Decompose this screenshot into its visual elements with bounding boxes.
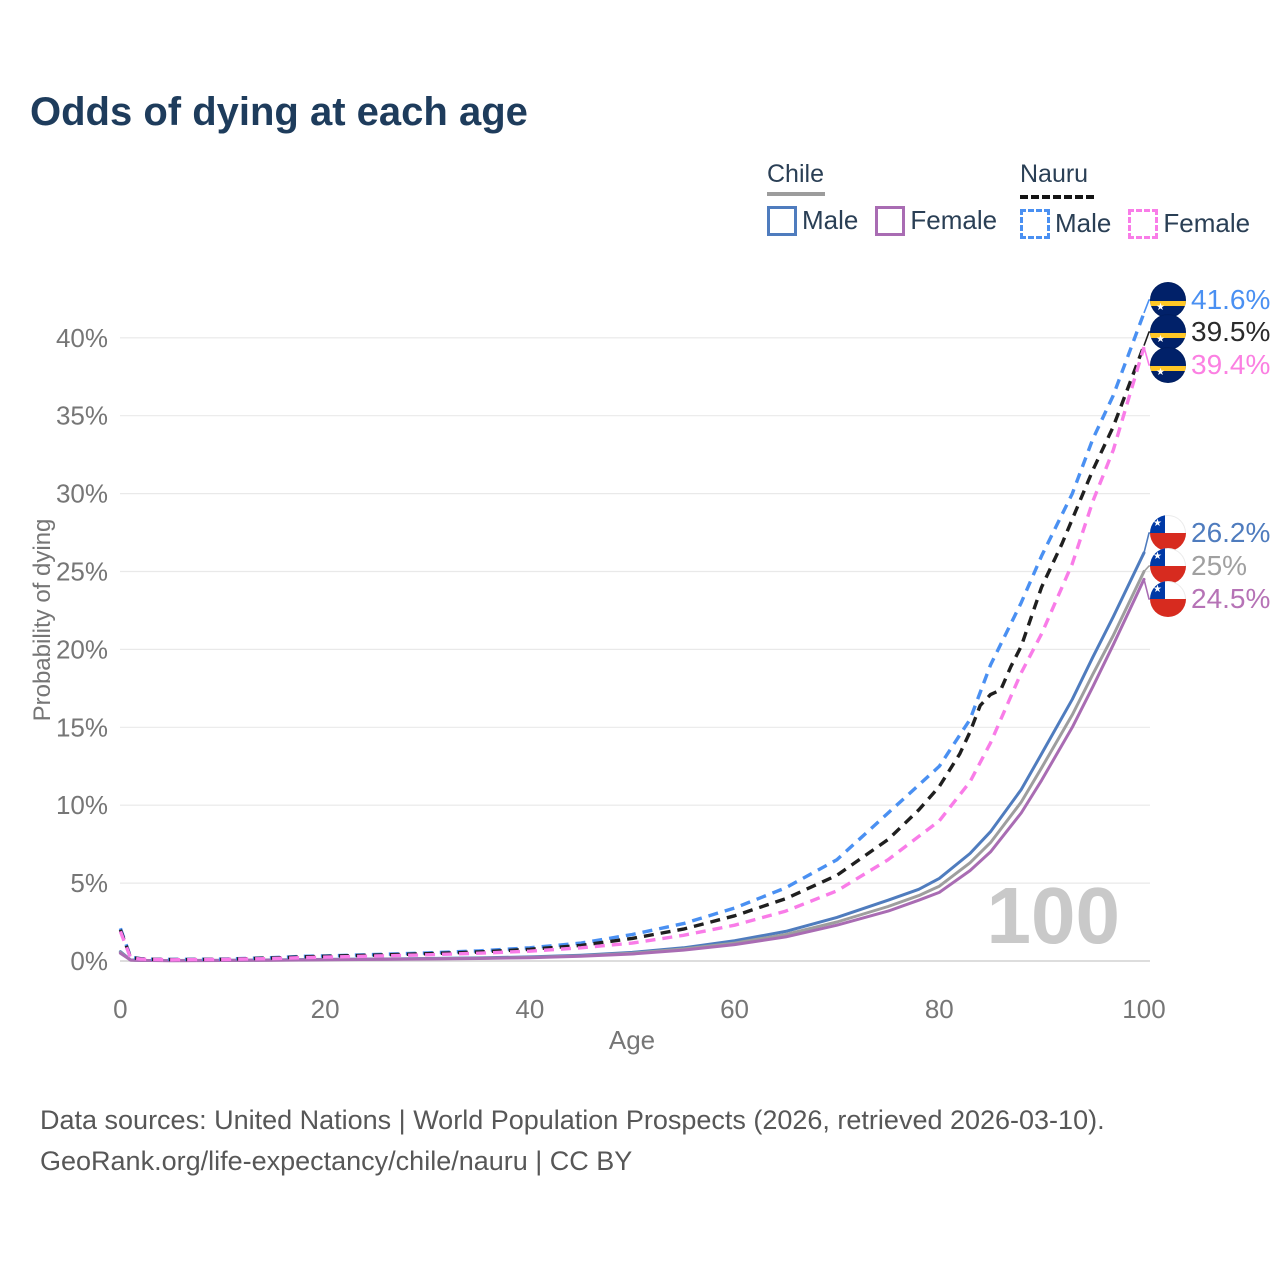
nauru-male-swatch-icon — [1020, 208, 1050, 239]
nauru-female-swatch-icon — [1128, 208, 1159, 239]
legend-entry-nauru-female[interactable]: Female — [1128, 208, 1250, 239]
nauru-flag-icon: ★ — [1150, 314, 1186, 350]
legend-entry-label: Female — [1163, 208, 1251, 238]
page-title: Odds of dying at each age — [30, 90, 528, 134]
chile-flag-icon: ★ — [1150, 548, 1186, 584]
end-label-value: 24.5% — [1191, 583, 1271, 614]
y-tick-label: 5% — [70, 868, 108, 898]
legend-entry-nauru-male[interactable]: Male — [1020, 208, 1111, 239]
footer-link-line: GeoRank.org/life-expectancy/chile/nauru … — [40, 1146, 633, 1176]
end-label-nauru-both: ★ 39.5% — [1150, 314, 1270, 350]
y-tick-label: 15% — [56, 712, 108, 742]
chile-flag-icon: ★ — [1150, 515, 1186, 551]
legend-group-label-nauru: Nauru — [1020, 160, 1089, 188]
footer-source-line: Data sources: United Nations | World Pop… — [40, 1105, 1105, 1135]
x-tick-label: 40 — [515, 994, 544, 1024]
y-tick-label: 40% — [56, 323, 108, 353]
x-tick-label: 60 — [720, 994, 749, 1024]
y-tick-label: 30% — [56, 479, 108, 509]
chile-female-swatch-icon — [875, 205, 906, 236]
chile-male-swatch-icon — [767, 205, 797, 236]
y-tick-label: 10% — [56, 790, 108, 820]
y-tick-label: 25% — [56, 557, 108, 587]
end-label-nauru-male: ★ 41.6% — [1150, 282, 1270, 318]
legend-entry-chile-female[interactable]: Female — [875, 205, 997, 236]
legend-chile-solid-line-sample — [767, 192, 825, 196]
age-watermark: 100 — [987, 871, 1120, 960]
legend-entry-label: Male — [802, 205, 859, 235]
end-label-nauru-female: ★ 39.4% — [1150, 347, 1270, 383]
legend-group-chile: Chile Male Female — [767, 160, 1014, 236]
end-label-chile-male: ★ 26.2% — [1150, 515, 1270, 551]
x-tick-label: 0 — [113, 994, 127, 1024]
nauru-flag-icon: ★ — [1150, 282, 1186, 318]
series-line-nauru-female[interactable] — [118, 346, 1146, 962]
end-label-value: 39.4% — [1191, 349, 1271, 380]
legend-entry-label: Female — [910, 205, 998, 235]
end-label-value: 25% — [1191, 550, 1248, 581]
legend-group-nauru: Nauru Male Female — [1020, 160, 1267, 239]
nauru-flag-icon: ★ — [1150, 347, 1186, 383]
chile-flag-icon: ★ — [1150, 581, 1186, 617]
legend-entry-chile-male[interactable]: Male — [767, 205, 858, 236]
y-tick-label: 0% — [70, 946, 108, 976]
series-line-nauru-both-sexes[interactable] — [118, 344, 1146, 962]
legend-entry-label: Male — [1055, 208, 1112, 238]
legend-entries-nauru: Male Female — [1020, 208, 1267, 239]
end-label-chile-both: ★ 25% — [1150, 548, 1247, 584]
x-tick-label: 80 — [925, 994, 954, 1024]
end-label-chile-female: ★ 24.5% — [1150, 581, 1270, 617]
x-tick-label: 20 — [311, 994, 340, 1024]
end-label-value: 41.6% — [1191, 284, 1271, 315]
y-tick-label: 20% — [56, 634, 108, 664]
y-axis-title: Probability of dying — [29, 518, 56, 722]
y-tick-label: 35% — [56, 401, 108, 431]
series-line-nauru-male[interactable] — [118, 312, 1146, 962]
legend-entries-chile: Male Female — [767, 205, 1014, 236]
x-axis-title: Age — [608, 1025, 656, 1055]
legend-nauru-dashed-line-sample — [1020, 195, 1094, 199]
end-label-value: 26.2% — [1191, 517, 1271, 548]
x-tick-label: 100 — [1122, 994, 1165, 1024]
legend-group-label-chile: Chile — [767, 160, 824, 188]
end-label-value: 39.5% — [1191, 316, 1271, 347]
